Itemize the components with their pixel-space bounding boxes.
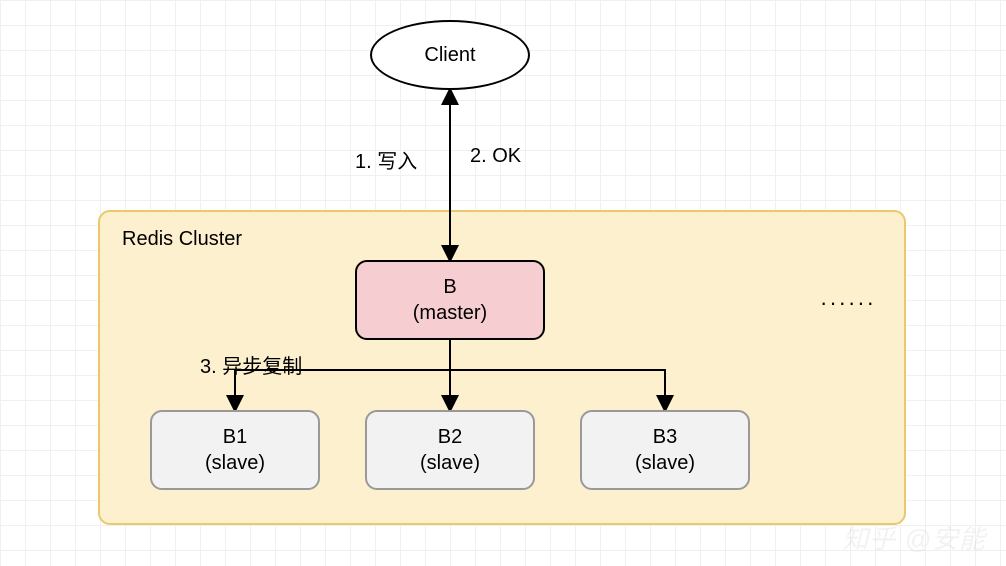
- master-node: B (master): [355, 260, 545, 340]
- label-write: 1. 写入: [355, 145, 417, 174]
- slave-b3-node: B3 (slave): [580, 410, 750, 490]
- master-line1: B: [443, 274, 456, 300]
- diagram-stage: Redis Cluster Client B (master) B1 (slav…: [0, 0, 1006, 566]
- b2-line2: (slave): [420, 450, 480, 476]
- client-node: Client: [370, 20, 530, 90]
- b1-line2: (slave): [205, 450, 265, 476]
- label-async: 3. 异步复制: [200, 350, 302, 379]
- b1-line1: B1: [223, 424, 247, 450]
- b3-line1: B3: [653, 424, 677, 450]
- master-line2: (master): [413, 300, 487, 326]
- b2-line1: B2: [438, 424, 462, 450]
- slave-b1-node: B1 (slave): [150, 410, 320, 490]
- slave-b2-node: B2 (slave): [365, 410, 535, 490]
- b3-line2: (slave): [635, 450, 695, 476]
- label-ok: 2. OK: [470, 145, 521, 168]
- cluster-label: Redis Cluster: [122, 226, 242, 252]
- ellipsis-dots: ······: [820, 290, 876, 316]
- client-label: Client: [424, 42, 475, 68]
